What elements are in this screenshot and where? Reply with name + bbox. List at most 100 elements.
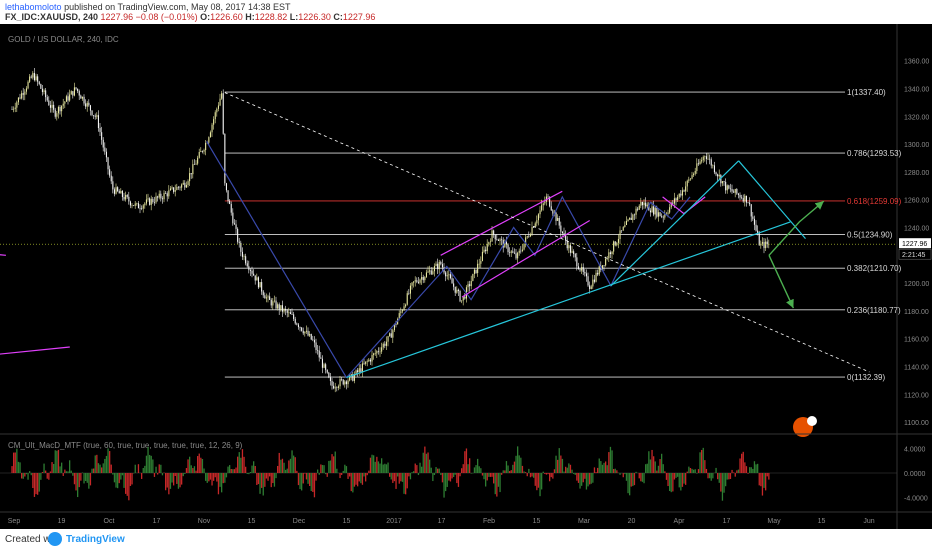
macd-bar xyxy=(598,458,600,473)
candle-body xyxy=(643,202,645,206)
macd-bar xyxy=(737,469,740,473)
macd-bar xyxy=(760,473,762,487)
candle-body xyxy=(299,327,301,328)
candle-body xyxy=(720,174,722,184)
candle-body xyxy=(233,223,235,225)
macd-bar xyxy=(131,473,133,485)
macd-bar xyxy=(273,473,276,487)
candle-body xyxy=(625,220,627,226)
candle-body xyxy=(217,105,219,109)
macd-bar xyxy=(441,473,444,483)
candle-body xyxy=(317,349,319,351)
macd-bar xyxy=(115,473,117,488)
macd-bar xyxy=(445,473,447,492)
macd-bar xyxy=(61,462,63,473)
macd-bar xyxy=(264,473,266,487)
candle-body xyxy=(201,151,203,152)
last-price: 1227.96 xyxy=(100,12,134,22)
macd-bar xyxy=(459,473,461,477)
candle-body xyxy=(627,219,629,221)
candle-body xyxy=(445,272,447,277)
macd-bar xyxy=(104,458,106,473)
macd-bar xyxy=(254,466,256,473)
candle-body xyxy=(309,334,311,336)
events-badge[interactable] xyxy=(793,416,817,437)
tradingview-brand-link[interactable]: TradingView xyxy=(66,534,125,545)
candle-body xyxy=(633,214,635,216)
macd-bar xyxy=(485,473,487,487)
macd-bar xyxy=(173,473,175,486)
candle-body xyxy=(589,285,591,289)
macd-bar xyxy=(433,473,436,476)
candle-body xyxy=(488,242,490,245)
candle-body xyxy=(448,274,450,276)
macd-bar xyxy=(272,473,274,484)
macd-bar xyxy=(435,467,437,473)
candle-body xyxy=(392,330,394,338)
fibonacci-retracement[interactable]: 1(1337.40) 0.786(1293.53) 0.618(1259.09) 0.… xyxy=(224,88,902,382)
candle-body xyxy=(480,260,482,264)
candle-body xyxy=(152,198,154,203)
price-axis[interactable]: 1360.00 1340.00 1320.00 1300.00 1280.00 1260.… xyxy=(896,24,929,529)
candle-body xyxy=(459,290,461,302)
candle-body xyxy=(701,160,703,162)
macd-bar xyxy=(317,469,319,473)
macd-bar xyxy=(569,464,572,473)
candle-body xyxy=(285,308,287,311)
macd-bar xyxy=(648,451,650,473)
macd-bar xyxy=(142,467,144,473)
trend-drawings[interactable] xyxy=(0,92,870,379)
macd-bar xyxy=(368,470,370,473)
candle-body xyxy=(243,256,245,257)
macd-bar xyxy=(77,473,79,498)
macd-bar xyxy=(177,473,180,489)
macd-bar xyxy=(37,473,39,495)
macd-bar xyxy=(619,473,621,475)
macd-bar xyxy=(422,452,424,473)
candle-body xyxy=(241,251,243,257)
candle-body xyxy=(400,311,402,314)
chart-canvas[interactable]: GOLD / US DOLLAR, 240, IDC 1360.00 1340.0… xyxy=(0,24,932,529)
candle-body xyxy=(142,205,144,209)
macd-bar xyxy=(526,473,528,477)
publisher-link[interactable]: lethabomoloto xyxy=(5,2,62,12)
candle-body xyxy=(59,107,61,112)
candle-body xyxy=(353,374,355,381)
macd-histogram xyxy=(0,446,897,501)
macd-bar xyxy=(86,473,88,483)
candle-body xyxy=(275,300,277,309)
macd-bar xyxy=(97,463,100,473)
candle-body xyxy=(163,193,165,200)
time-axis[interactable]: Sep 19 Oct 17 Nov 15 Dec 15 2017 17 Feb 15 Mar 20 Apr 1… xyxy=(0,511,932,525)
macd-bar xyxy=(699,452,701,473)
macd-bar xyxy=(525,472,527,473)
macd-bar xyxy=(667,473,669,487)
candle-body xyxy=(672,202,674,204)
macd-bar xyxy=(691,468,693,473)
macd-bar xyxy=(78,473,80,488)
high-value: 1228.82 xyxy=(254,12,288,22)
candle-body xyxy=(576,257,578,267)
macd-bar xyxy=(366,473,368,476)
macd-bar xyxy=(534,473,536,486)
macd-bar xyxy=(499,473,501,493)
macd-bar xyxy=(208,473,210,482)
macd-bar xyxy=(544,473,546,474)
macd-bar xyxy=(510,470,512,473)
macd-bar xyxy=(200,457,202,473)
trendline xyxy=(440,190,563,256)
candle-body xyxy=(621,230,623,232)
candle-body xyxy=(176,186,178,191)
candle-body xyxy=(669,207,671,213)
candle-body xyxy=(715,172,717,175)
candle-body xyxy=(544,201,546,204)
macd-bar xyxy=(478,466,480,473)
macd-bar xyxy=(125,473,127,494)
macd-bar xyxy=(481,473,484,476)
macd-bar xyxy=(654,461,656,473)
tradingview-logo-icon[interactable] xyxy=(48,532,62,546)
candle-body xyxy=(214,112,216,120)
last-price-tag: 1227.96 2:21:45 xyxy=(0,238,932,260)
candle-body xyxy=(635,208,637,215)
candle-body xyxy=(677,196,679,201)
